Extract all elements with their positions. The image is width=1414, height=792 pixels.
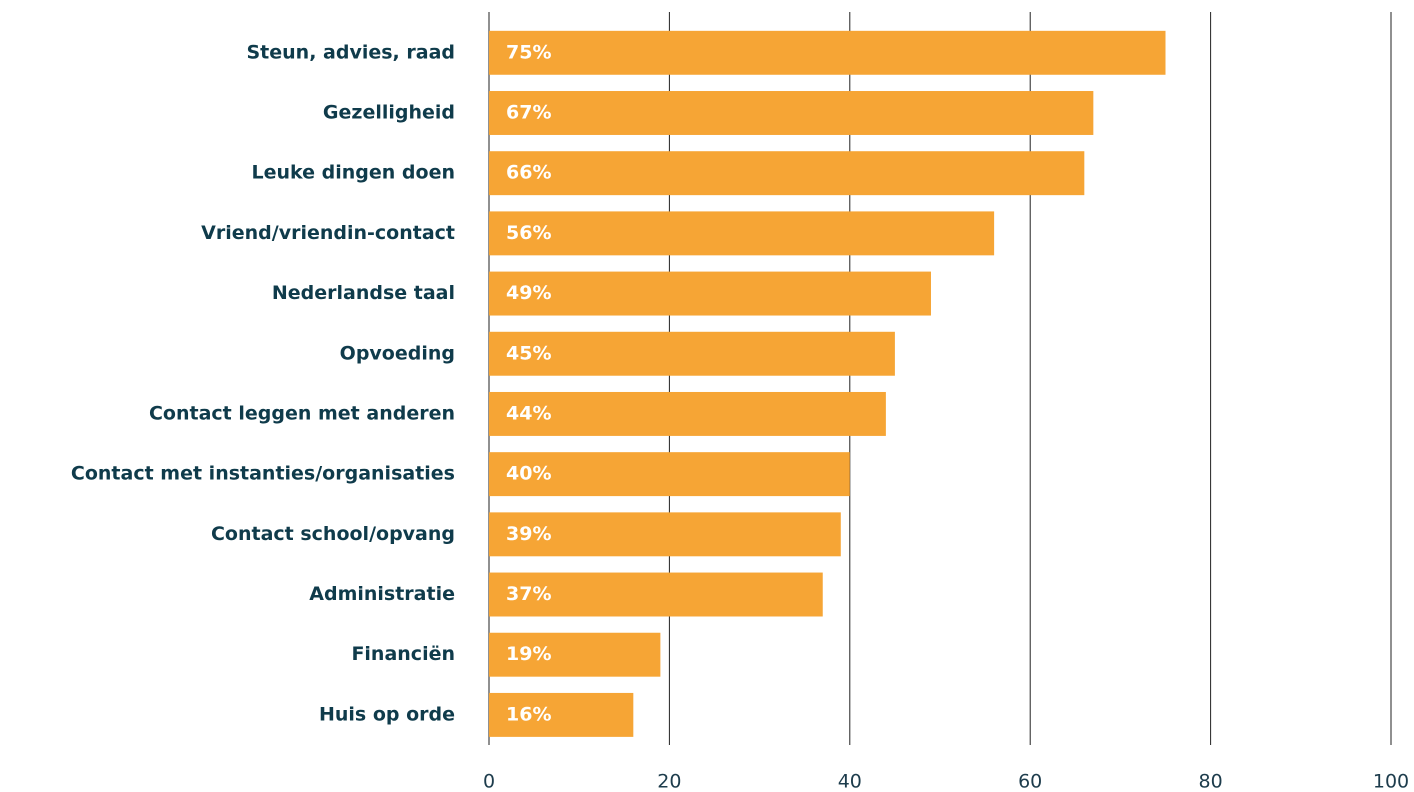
bar	[489, 512, 841, 557]
value-label: 40%	[506, 463, 551, 485]
bar	[489, 632, 661, 677]
value-label: 19%	[506, 643, 551, 665]
bar	[489, 452, 850, 497]
bar	[489, 211, 995, 256]
x-tick-label: 20	[657, 771, 681, 792]
x-tick-label: 100	[1373, 771, 1409, 792]
value-label: 49%	[506, 282, 551, 304]
category-label: Leuke dingen doen	[252, 162, 455, 184]
bar	[489, 331, 895, 376]
bar	[489, 692, 634, 737]
bar	[489, 91, 1094, 135]
x-tick-label: 0	[483, 771, 495, 792]
bar	[489, 30, 1166, 75]
category-label: Gezelligheid	[323, 101, 455, 123]
x-tick-label: 60	[1018, 771, 1042, 792]
category-label: Nederlandse taal	[272, 282, 455, 304]
value-label: 56%	[506, 222, 551, 244]
x-tick-label: 40	[838, 771, 862, 792]
value-label: 39%	[506, 523, 551, 545]
value-label: 66%	[506, 162, 551, 184]
bar	[489, 391, 886, 436]
category-label: Steun, advies, raad	[247, 41, 456, 63]
category-label: Contact leggen met anderen	[149, 402, 455, 424]
x-tick-label: 80	[1199, 771, 1223, 792]
category-label: Opvoeding	[340, 342, 455, 364]
value-label: 16%	[506, 703, 551, 725]
value-label: 75%	[506, 41, 551, 63]
category-label: Contact met instanties/organisaties	[71, 463, 455, 485]
value-label: 44%	[506, 402, 551, 424]
category-label: Huis op orde	[319, 703, 455, 725]
category-label: Administratie	[309, 583, 455, 605]
category-label: Financiën	[351, 643, 455, 665]
value-label: 37%	[506, 583, 551, 605]
category-label: Vriend/vriendin-contact	[201, 222, 455, 244]
bar	[489, 572, 823, 617]
value-label: 67%	[506, 101, 551, 123]
bar	[489, 151, 1085, 196]
bar	[489, 271, 931, 316]
value-label: 45%	[506, 342, 551, 364]
category-label: Contact school/opvang	[211, 523, 455, 545]
